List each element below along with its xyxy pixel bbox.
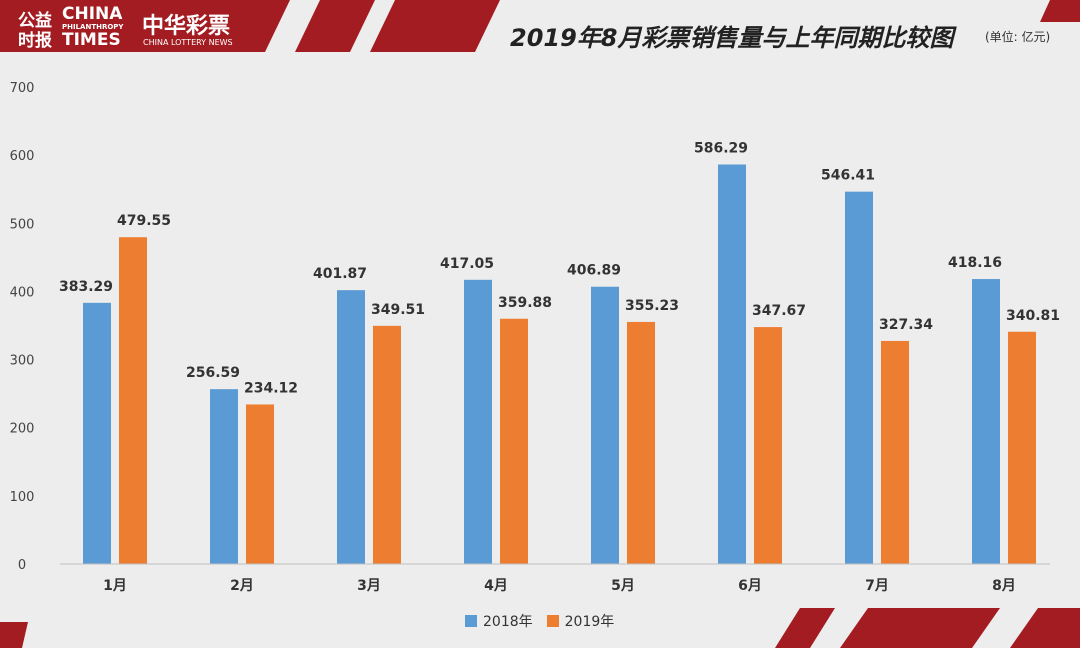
bar-2018 (718, 164, 746, 565)
x-axis: 1月 2月 3月 4月 5月 6月 7月 8月 (60, 563, 1050, 594)
legend-label-2019: 2019年 (564, 614, 615, 630)
data-label: 256.59 (186, 365, 240, 381)
legend-item-2018: 2018年 (465, 611, 533, 631)
legend: 2018年 2019年 (465, 611, 628, 631)
data-label: 546.41 (821, 168, 875, 184)
bars (83, 164, 1036, 565)
brand-en: CHINA LOTTERY NEWS (143, 38, 233, 47)
y-axis: 0 100 200 300 400 500 600 700 (10, 81, 35, 573)
y-tick-label: 200 (10, 422, 35, 437)
legend-swatch-2018 (465, 615, 477, 627)
y-tick-label: 600 (10, 149, 35, 164)
bar-2019 (754, 327, 782, 564)
data-label: 349.51 (371, 302, 425, 318)
data-label: 401.87 (313, 266, 367, 282)
data-label: 359.88 (498, 295, 552, 311)
x-tick-label: 4月 (484, 578, 508, 594)
bar-2018 (464, 279, 492, 564)
bar-2019 (500, 318, 528, 564)
legend-item-2019: 2019年 (546, 611, 615, 631)
bar-2018 (210, 389, 238, 564)
data-label: 355.23 (625, 298, 679, 314)
y-tick-label: 300 (10, 354, 35, 369)
x-tick-label: 7月 (865, 578, 889, 594)
data-label: 347.67 (752, 303, 806, 319)
chart-title: 2019年8月彩票销售量与上年同期比较图 (510, 24, 954, 52)
bar-2018 (591, 286, 619, 564)
data-label: 234.12 (244, 380, 298, 396)
data-label: 383.29 (59, 279, 113, 295)
logo-en-bottom: TIMES (62, 30, 121, 50)
data-label: 479.55 (117, 213, 171, 229)
footer-shapes (0, 608, 1080, 648)
banner-shapes (0, 0, 1080, 52)
y-tick-label: 500 (10, 217, 35, 232)
header-banner: 公益 时报 CHINA PHILANTHROPY TIMES 中华彩票 CHIN… (0, 0, 1080, 60)
x-tick-label: 5月 (611, 578, 635, 594)
legend-label-2018: 2018年 (483, 614, 533, 630)
unit-label: (单位: 亿元) (985, 30, 1051, 44)
y-tick-label: 0 (18, 558, 26, 573)
data-label: 406.89 (567, 263, 621, 279)
logo-cn-bottom: 时报 (18, 31, 52, 51)
x-tick-label: 8月 (992, 578, 1016, 594)
bar-2019 (119, 237, 147, 564)
data-label: 417.05 (440, 256, 494, 272)
data-label: 586.29 (694, 140, 748, 156)
x-tick-label: 1月 (103, 578, 127, 594)
data-label: 418.16 (948, 255, 1002, 271)
bar-2019 (881, 340, 909, 564)
y-tick-label: 100 (10, 490, 35, 505)
y-tick-label: 400 (10, 285, 35, 300)
data-label: 340.81 (1006, 308, 1060, 324)
x-tick-label: 6月 (738, 578, 762, 594)
x-tick-label: 2月 (230, 578, 254, 594)
x-tick-label: 3月 (357, 578, 381, 594)
bar-2018 (83, 302, 111, 564)
logo-en-mid: PHILANTHROPY (62, 23, 124, 31)
bar-2019 (627, 321, 655, 564)
logo-en-top: CHINA (62, 4, 123, 24)
bar-2019 (246, 404, 274, 564)
bar-2019 (373, 325, 401, 564)
bar-2018 (337, 290, 365, 564)
brand-cn: 中华彩票 (142, 14, 231, 39)
y-tick-label: 700 (10, 81, 35, 96)
logo-cn-top: 公益 (18, 11, 52, 31)
bar-2019 (1008, 331, 1036, 564)
bar-2018 (845, 191, 873, 564)
data-label: 327.34 (879, 317, 933, 333)
bar-2018 (972, 279, 1000, 564)
legend-swatch-2019 (546, 615, 559, 627)
